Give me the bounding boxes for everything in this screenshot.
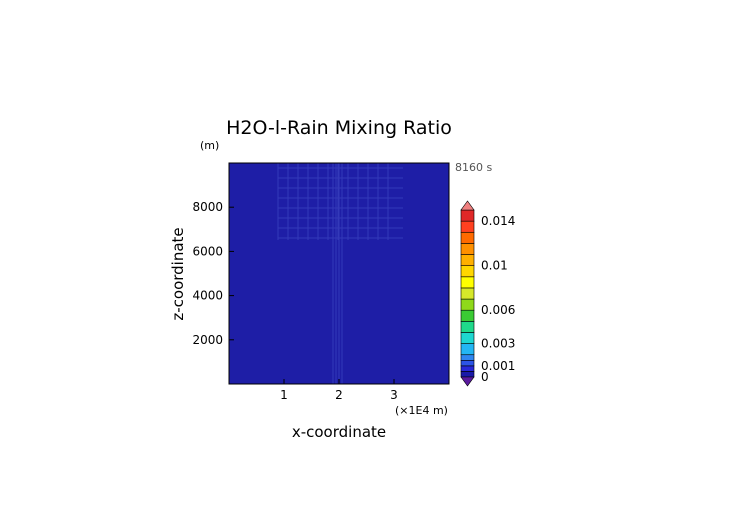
colorbar-band — [460, 243, 475, 255]
colorbar-tick-label: 0.003 — [481, 337, 515, 351]
colorbar-over-triangle — [460, 200, 475, 211]
x-unit-label: (×1E4 m) — [395, 404, 448, 417]
colorbar-tick-label: 0 — [481, 370, 489, 384]
field-texture — [277, 163, 403, 384]
x-tick-label: 2 — [335, 388, 343, 402]
y-tick-label: 2000 — [192, 333, 223, 347]
colorbar-band — [460, 332, 475, 344]
y-tick-label: 6000 — [192, 244, 223, 258]
colorbar-band — [460, 309, 475, 322]
y-unit-label: (m) — [200, 139, 219, 152]
colorbar-band — [460, 354, 475, 361]
y-tick-label: 8000 — [192, 200, 223, 214]
colorbar-tick-label: 0.001 — [481, 359, 515, 373]
colorbar-band — [460, 231, 475, 244]
colorbar-band — [460, 265, 475, 278]
x-axis-title: x-coordinate — [292, 423, 386, 441]
colorbar-tick-label: 0.014 — [481, 214, 515, 228]
colorbar-tick-label: 0.006 — [481, 303, 515, 317]
y-axis-title: z-coordinate — [169, 227, 187, 320]
colorbar-under-triangle — [460, 376, 475, 387]
colorbar-band — [460, 276, 475, 289]
y-axis: 2000 4000 6000 8000 — [192, 200, 234, 347]
time-label: 8160 s — [455, 161, 492, 174]
colorbar: 00.001 0.003 0.006 0.01 0.014 — [460, 200, 515, 387]
colorbar-band — [460, 254, 475, 266]
colorbar-band — [460, 365, 475, 372]
colorbar-band — [460, 359, 475, 367]
x-axis: 1 2 3 — [280, 379, 398, 402]
colorbar-band — [460, 321, 475, 333]
chart-title: H2O-l-Rain Mixing Ratio — [226, 117, 452, 139]
colorbar-band — [460, 287, 475, 300]
x-tick-label: 3 — [390, 388, 398, 402]
colorbar-band — [460, 298, 475, 311]
y-tick-label: 4000 — [192, 289, 223, 303]
colorbar-band — [460, 209, 475, 222]
colorbar-band — [460, 220, 475, 233]
field-background — [229, 163, 449, 384]
colorbar-band — [460, 371, 475, 378]
x-tick-label: 1 — [280, 388, 288, 402]
colorbar-tick-label: 0.01 — [481, 259, 508, 273]
colorbar-band — [460, 343, 475, 356]
plot-area — [228, 162, 450, 385]
